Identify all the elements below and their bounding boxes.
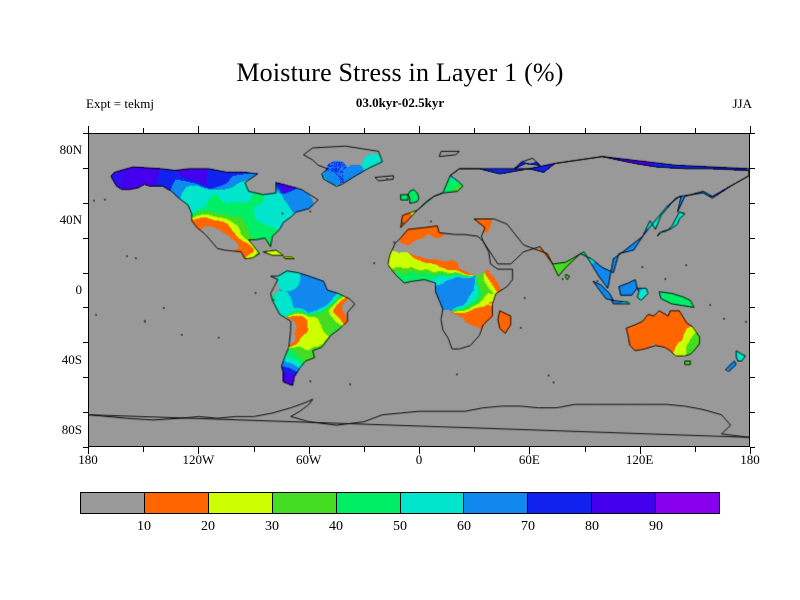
colorbar-bands [80, 492, 720, 514]
y-tick-right [750, 307, 755, 308]
y-tick-right [750, 168, 755, 169]
y-axis-label: 40N [59, 212, 82, 228]
y-tick-right [750, 273, 755, 274]
x-tick-top [474, 128, 475, 133]
x-tick-top [750, 126, 751, 133]
x-tick-top [585, 128, 586, 133]
colorbar-band [656, 493, 720, 513]
x-tick-top [695, 128, 696, 133]
x-tick [364, 447, 365, 452]
x-tick-top [309, 126, 310, 133]
y-tick [83, 238, 88, 239]
colorbar-tick-label: 20 [201, 519, 215, 534]
x-tick-top [198, 126, 199, 133]
colorbar-tick-label: 70 [521, 519, 535, 534]
moisture-stress-heatmap [89, 134, 749, 446]
x-tick-top [364, 128, 365, 133]
y-tick-right [750, 412, 755, 413]
x-axis-label: 120E [625, 452, 654, 467]
subtitle: 03.0kyr-02.5kyr [355, 95, 445, 110]
map-plot-area [88, 133, 750, 447]
y-tick-right [750, 377, 755, 378]
x-tick [640, 447, 641, 454]
colorbar [80, 492, 720, 514]
x-tick [419, 447, 420, 454]
y-tick-right [750, 447, 755, 448]
x-tick [585, 447, 586, 452]
x-tick [695, 447, 696, 452]
colorbar-tick-label: 30 [265, 519, 279, 534]
x-tick [254, 447, 255, 452]
y-axis-label: 80S [61, 421, 82, 437]
colorbar-tick-label: 90 [649, 519, 663, 534]
colorbar-band [400, 493, 465, 513]
x-tick [750, 447, 751, 454]
x-axis-label: 0 [415, 452, 423, 467]
x-tick-top [88, 126, 89, 133]
x-tick-top [419, 126, 420, 133]
y-tick [83, 133, 88, 134]
y-tick [83, 447, 88, 448]
colorbar-band [272, 493, 337, 513]
season-label: JJA [732, 96, 752, 111]
x-tick-top [640, 126, 641, 133]
y-tick-right [750, 342, 755, 343]
x-axis-label: 60W [296, 452, 322, 467]
colorbar-band [528, 493, 593, 513]
y-tick-right [750, 133, 755, 134]
x-tick [88, 447, 89, 454]
y-tick [83, 203, 88, 204]
colorbar-tick-label: 10 [137, 519, 151, 534]
colorbar-band [144, 493, 209, 513]
y-tick [83, 307, 88, 308]
colorbar-tick-label: 80 [585, 519, 599, 534]
x-tick-top [529, 126, 530, 133]
x-tick [143, 447, 144, 452]
x-axis-label: 60E [518, 452, 540, 467]
x-tick-top [254, 128, 255, 133]
y-tick [83, 377, 88, 378]
x-tick [474, 447, 475, 452]
colorbar-band [81, 493, 145, 513]
y-axis-label: 40S [61, 351, 82, 367]
colorbar-band [592, 493, 657, 513]
y-tick [83, 273, 88, 274]
y-tick-right [750, 238, 755, 239]
experiment-label: Expt = tekmj [86, 96, 154, 111]
x-axis-label: 180 [740, 452, 760, 467]
x-axis-label: 180 [78, 452, 98, 467]
colorbar-tick-label: 40 [329, 519, 343, 534]
colorbar-tick-label: 60 [457, 519, 471, 534]
colorbar-band [464, 493, 529, 513]
x-tick-top [143, 128, 144, 133]
colorbar-band [208, 493, 273, 513]
x-axis-label: 120W [182, 452, 215, 467]
x-tick [309, 447, 310, 454]
colorbar-band [336, 493, 401, 513]
y-tick [83, 168, 88, 169]
y-tick [83, 412, 88, 413]
page-title: Moisture Stress in Layer 1 (%) [236, 58, 564, 87]
y-tick-right [750, 203, 755, 204]
x-tick [529, 447, 530, 454]
y-tick [83, 342, 88, 343]
y-axis-label: 0 [75, 282, 83, 297]
colorbar-tick-label: 50 [393, 519, 407, 534]
y-axis-label: 80N [59, 142, 82, 158]
x-tick [198, 447, 199, 454]
